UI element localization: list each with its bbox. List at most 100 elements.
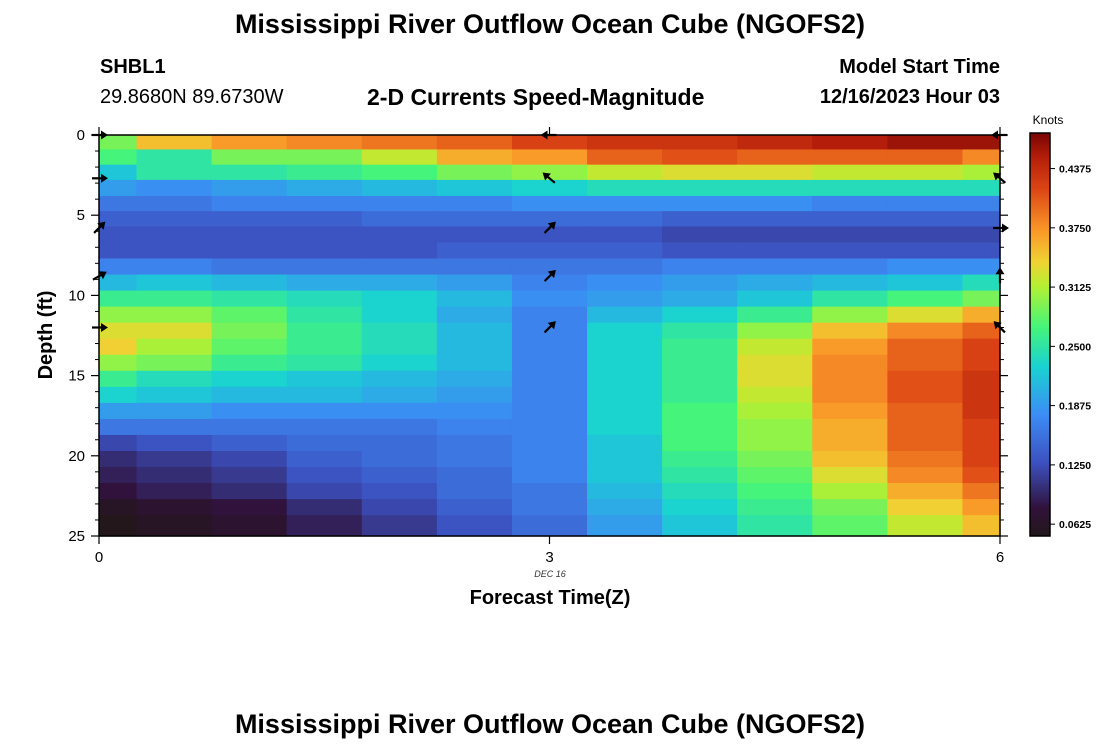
heatmap-cell (286, 211, 363, 228)
heatmap-cell (99, 467, 138, 484)
heatmap-cell (587, 418, 663, 436)
heatmap-cell (887, 149, 964, 166)
heatmap-cell (99, 418, 138, 436)
heatmap-cell (511, 354, 588, 372)
heatmap-cell (737, 179, 813, 197)
currents-heatmap-chart: 0 5 10 15 20 25 0 3 6 DEC 16 Forecast Time(Z) De… (35, 113, 1091, 609)
colorbar-ticks: 0.0625 0.1250 0.1875 0.2500 0.3125 0.3750 0.43… (1050, 164, 1091, 531)
heatmap-cell (511, 135, 588, 151)
heatmap-cell (962, 515, 1001, 537)
heatmap-cell (587, 467, 663, 484)
heatmap-cell (737, 290, 813, 308)
direction-arrow (993, 223, 1009, 233)
heatmap-cell (587, 515, 663, 537)
heatmap-cell (436, 467, 513, 484)
heatmap-cell (737, 149, 813, 166)
heatmap-cell (962, 242, 1001, 260)
heatmap-cell (962, 467, 1001, 484)
x-tick-label: 6 (996, 549, 1004, 566)
heatmap-cell (286, 386, 363, 404)
heatmap-cell (511, 195, 588, 212)
heatmap-cell (962, 306, 1001, 324)
heatmap-cell (361, 402, 438, 420)
heatmap-cell (511, 226, 588, 244)
x-tick-label: 0 (95, 549, 103, 566)
heatmap-cell (211, 164, 288, 181)
heatmap-cell (211, 290, 288, 308)
heatmap-cell (286, 274, 363, 292)
x-axis-label: Forecast Time(Z) (470, 587, 631, 609)
heatmap-cell (962, 164, 1001, 181)
y-tick-label: 20 (68, 448, 85, 465)
heatmap-cell (436, 226, 513, 244)
heatmap-cell (511, 306, 588, 324)
heatmap-cell (99, 135, 138, 151)
heatmap-cell (136, 149, 213, 166)
heatmap-cell (887, 258, 964, 276)
heatmap-cell (361, 450, 438, 468)
heatmap-cell (211, 483, 288, 500)
heatmap-cell (99, 226, 138, 244)
heatmap-cell (361, 135, 438, 151)
heatmap-cell (662, 322, 738, 340)
heatmap-cell (662, 258, 738, 276)
heatmap-cell (99, 499, 138, 516)
heatmap-cell (812, 179, 888, 197)
direction-arrow (543, 269, 556, 282)
heatmap-cell (361, 290, 438, 308)
heatmap-cell (286, 135, 363, 151)
heatmap-cell (99, 195, 138, 212)
heatmap-cell (812, 418, 888, 436)
heatmap-cell (211, 211, 288, 228)
heatmap-cell (136, 274, 213, 292)
heatmap-cell (812, 211, 888, 228)
heatmap-cell (812, 164, 888, 181)
heatmap-cell (662, 242, 738, 260)
colorbar-tick-label: 0.3750 (1059, 223, 1091, 235)
heatmap-cell (436, 211, 513, 228)
heatmap-cell (587, 179, 663, 197)
heatmap-cell (887, 450, 964, 468)
heatmap-cell (436, 338, 513, 356)
heatmap-cell (887, 370, 964, 388)
heatmap-cell (436, 402, 513, 420)
heatmap-cell (361, 370, 438, 388)
heatmap-cell (511, 434, 588, 452)
heatmap-cell (962, 290, 1001, 308)
heatmap-cell (436, 274, 513, 292)
heatmap-cell (962, 402, 1001, 420)
heatmap-cell (511, 515, 588, 537)
heatmap-cell (662, 179, 738, 197)
heatmap-cell (99, 483, 138, 500)
heatmap-cell (136, 418, 213, 436)
colorbar-tick-label: 0.1250 (1059, 460, 1091, 472)
heatmap-cell (587, 135, 663, 151)
heatmap-cell (99, 211, 138, 228)
heatmap-cell (99, 370, 138, 388)
heatmap-cell (361, 483, 438, 500)
heatmap-cell (662, 450, 738, 468)
heatmap-cell (511, 499, 588, 516)
heatmap-cell (286, 290, 363, 308)
colorbar-tick-label: 0.3125 (1059, 282, 1091, 294)
heatmap-cell (812, 386, 888, 404)
heatmap-cell (887, 483, 964, 500)
heatmap-cell (887, 418, 964, 436)
heatmap-cell (211, 467, 288, 484)
heatmap-cell (136, 195, 213, 212)
heatmap-cell (887, 164, 964, 181)
heatmap-cell (587, 274, 663, 292)
heatmap-cell (436, 483, 513, 500)
heatmap-cell (99, 322, 138, 340)
heatmap-cell (286, 226, 363, 244)
heatmap-cell (211, 338, 288, 356)
heatmap-cell (361, 306, 438, 324)
heatmap-cell (136, 226, 213, 244)
heatmap-cell (286, 306, 363, 324)
y-tick-label: 25 (68, 528, 85, 545)
heatmap-cell (887, 226, 964, 244)
heatmap-cell (211, 258, 288, 276)
heatmap-cell (99, 402, 138, 420)
heatmap-cell (211, 195, 288, 212)
heatmap-cell (436, 515, 513, 537)
